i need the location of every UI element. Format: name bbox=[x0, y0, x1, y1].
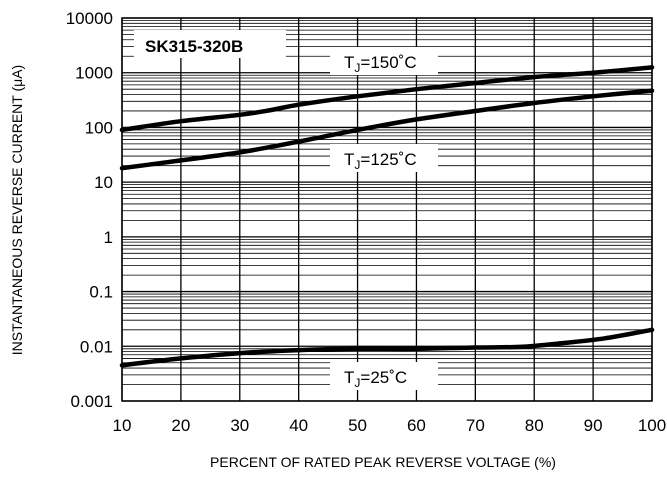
x-tick-label: 80 bbox=[525, 416, 544, 435]
y-tick-label: 1000 bbox=[75, 64, 113, 83]
x-axis-label: PERCENT OF RATED PEAK REVERSE VOLTAGE (%… bbox=[210, 454, 556, 470]
series-line bbox=[119, 65, 655, 133]
series-lines bbox=[119, 65, 655, 368]
curve-label-text: TJ=25˚C bbox=[344, 368, 407, 390]
y-tick-label: 10000 bbox=[66, 9, 113, 28]
y-tick-label: 100 bbox=[85, 118, 113, 137]
y-axis-label: INSTANTANEOUS REVERSE CURRENT (μA) bbox=[9, 65, 25, 355]
curve-label-background bbox=[330, 47, 438, 75]
x-tick-label: 10 bbox=[113, 416, 132, 435]
curve-label-background bbox=[330, 144, 438, 172]
x-tick-label: 40 bbox=[289, 416, 308, 435]
series-line bbox=[119, 327, 655, 368]
curve-label-text: TJ=150˚C bbox=[344, 53, 417, 75]
curve-label: TJ=150˚C bbox=[330, 47, 438, 75]
y-tick-label: 0.1 bbox=[89, 283, 113, 302]
curve-label-text: TJ=125˚C bbox=[344, 150, 417, 172]
plot-frame bbox=[121, 17, 653, 402]
x-tick-label: 70 bbox=[466, 416, 485, 435]
y-tick-label: 1 bbox=[104, 228, 113, 247]
curve-label: TJ=125˚C bbox=[330, 144, 438, 172]
chart-title-box: SK315-320B bbox=[134, 30, 286, 58]
curve-label-background bbox=[330, 362, 438, 390]
x-tick-label: 20 bbox=[171, 416, 190, 435]
curve-labels: TJ=150˚C TJ=125˚C TJ=25˚C bbox=[330, 47, 438, 390]
y-tick-label: 10 bbox=[94, 173, 113, 192]
curve-label: TJ=25˚C bbox=[330, 362, 438, 390]
x-tick-label: 90 bbox=[584, 416, 603, 435]
x-tick-label: 30 bbox=[230, 416, 249, 435]
y-axis-ticks: 0.001 0.01 0.1 1 10 100 1000 10000 bbox=[66, 9, 113, 411]
series-line bbox=[119, 88, 655, 171]
x-tick-label: 60 bbox=[407, 416, 426, 435]
y-tick-label: 0.01 bbox=[80, 337, 113, 356]
x-axis-ticks: 10 20 30 40 50 60 70 80 90 100 bbox=[113, 416, 667, 435]
x-tick-label: 50 bbox=[348, 416, 367, 435]
y-tick-label: 0.001 bbox=[70, 392, 113, 411]
chart-title-background bbox=[134, 30, 286, 58]
chart-title: SK315-320B bbox=[145, 37, 243, 56]
x-tick-label: 100 bbox=[638, 416, 666, 435]
